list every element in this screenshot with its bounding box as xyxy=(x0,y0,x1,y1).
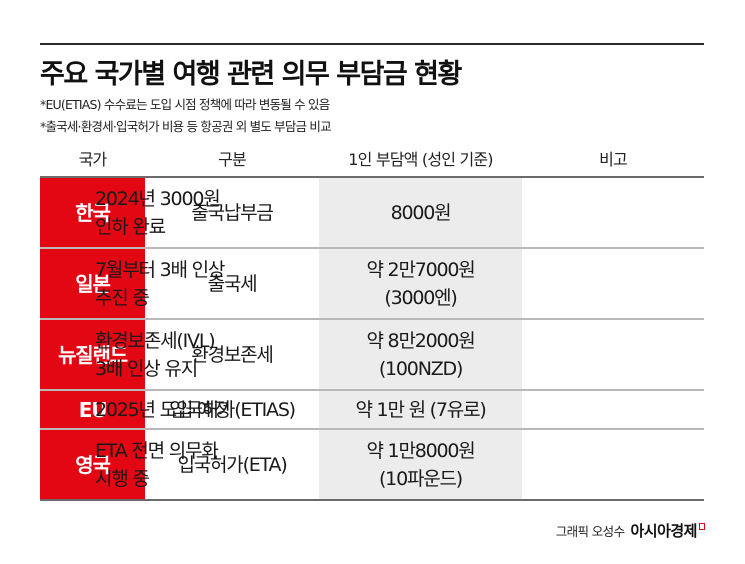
note-line: 2025년 도입 예정 xyxy=(95,398,231,421)
amount-line: 약 1만 원 (7유로) xyxy=(355,398,486,421)
amount-line: 8000원 xyxy=(390,201,452,224)
amount-line: (100NZD) xyxy=(378,357,464,380)
top-rule xyxy=(40,43,704,45)
note-line: 2024년 3000원 xyxy=(95,187,221,210)
note-cell: 7월부터 3배 인상 추진 중 xyxy=(80,249,262,318)
header-country: 국가 xyxy=(78,150,108,169)
amount-cell: 약 1만8000원 (10파운드) xyxy=(319,430,522,499)
note-line: 환경보존세(IVL) xyxy=(95,329,216,352)
country-cell: EU xyxy=(40,391,145,428)
brand-logo-text: 아시아경제 xyxy=(630,522,697,540)
amount-line: 약 1만8000원 xyxy=(366,439,475,462)
type-cell: 출국세 xyxy=(145,249,319,318)
header-amount: 1인 부담액 (성인 기준) xyxy=(348,150,493,169)
fees-table: 국가 구분 1인 부담액 (성인 기준) 비고 한국 출국납부금 8000원 2… xyxy=(40,140,704,501)
note-line: 시행 중 xyxy=(95,467,150,490)
note-line: 인하 완료 xyxy=(95,215,166,238)
type-cell: 입국허가(ETIAS) xyxy=(145,391,319,428)
type-cell: 출국납부금 xyxy=(145,178,319,247)
amount-line: 약 2만7000원 xyxy=(366,258,475,281)
amount-line: 약 8만2000원 xyxy=(366,329,475,352)
footnote-comparison: *출국세·환경세·입국허가 비용 등 항공권 외 별도 부담금 비교 xyxy=(40,119,332,134)
amount-cell: 약 8만2000원 (100NZD) xyxy=(319,320,522,389)
table-row-uk: 영국 입국허가(ETA) 약 1만8000원 (10파운드) ETA 전면 의무… xyxy=(40,430,704,501)
type-cell: 입국허가(ETA) xyxy=(145,430,319,499)
table-row-eu: EU 입국허가(ETIAS) 약 1만 원 (7유로) 2025년 도입 예정 xyxy=(40,391,704,430)
table-header: 국가 구분 1인 부담액 (성인 기준) 비고 xyxy=(40,140,704,178)
credit-line: 그래픽 오성수 아시아경제 xyxy=(556,520,705,541)
note-line: ETA 전면 의무화 xyxy=(95,439,219,462)
note-line: 3배 인상 유지 xyxy=(95,357,198,380)
amount-cell: 약 2만7000원 (3000엔) xyxy=(319,249,522,318)
note-cell: 환경보존세(IVL) 3배 인상 유지 xyxy=(80,320,262,389)
note-line: 추진 중 xyxy=(95,286,150,309)
note-line: 7월부터 3배 인상 xyxy=(95,258,225,281)
country-cell: 일본 xyxy=(40,249,145,318)
country-cell: 한국 xyxy=(40,178,145,247)
note-cell: ETA 전면 의무화 시행 중 xyxy=(80,430,262,499)
table-row-korea: 한국 출국납부금 8000원 2024년 3000원 인하 완료 xyxy=(40,178,704,249)
footnote-etias: *EU(ETIAS) 수수료는 도입 시점 정책에 따라 변동될 수 있음 xyxy=(40,97,330,112)
amount-line: (10파운드) xyxy=(378,467,463,490)
country-cell: 영국 xyxy=(40,430,145,499)
note-cell: 2025년 도입 예정 xyxy=(80,391,262,428)
header-type: 구분 xyxy=(218,150,247,169)
header-note: 비고 xyxy=(599,150,628,169)
type-cell: 환경보존세 xyxy=(145,320,319,389)
table-row-new-zealand: 뉴질랜드 환경보존세 약 8만2000원 (100NZD) 환경보존세(IVL)… xyxy=(40,320,704,391)
table-row-japan: 일본 출국세 약 2만7000원 (3000엔) 7월부터 3배 인상 추진 중 xyxy=(40,249,704,320)
amount-line: (3000엔) xyxy=(384,286,457,309)
amount-cell: 8000원 xyxy=(319,178,522,247)
page-title: 주요 국가별 여행 관련 의무 부담금 현황 xyxy=(40,59,462,90)
brand-mark-icon xyxy=(699,523,705,530)
note-cell: 2024년 3000원 인하 완료 xyxy=(80,178,262,247)
graphic-author: 그래픽 오성수 xyxy=(555,524,625,539)
amount-cell: 약 1만 원 (7유로) xyxy=(319,391,522,428)
country-cell: 뉴질랜드 xyxy=(40,320,145,389)
